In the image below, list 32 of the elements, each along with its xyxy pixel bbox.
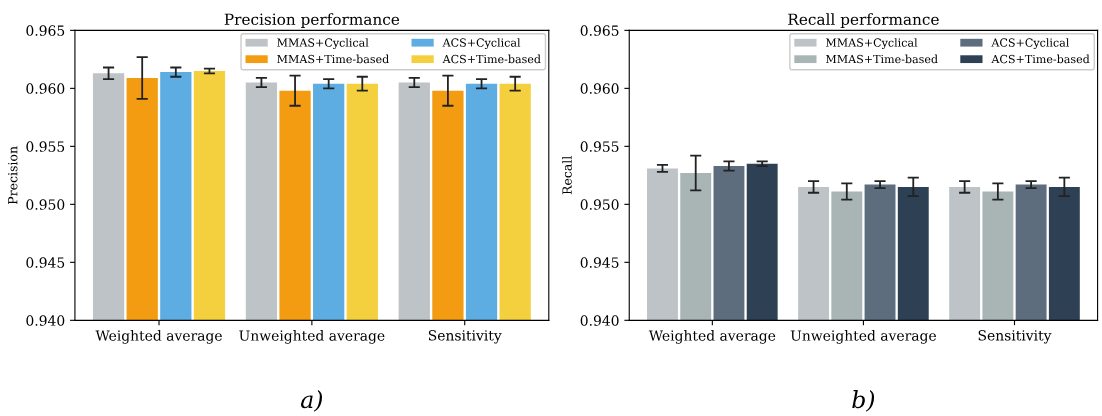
x-tick-label: Sensitivity (978, 330, 1052, 344)
y-tick-label: 0.960 (26, 83, 65, 94)
y-tick-label: 0.945 (26, 257, 65, 268)
legend-label: MMAS+Time-based (825, 54, 938, 64)
y-tick-label: 0.950 (26, 199, 65, 210)
legend-label: ACS+Time-based (991, 54, 1090, 64)
y-axis-title: Recall (562, 156, 572, 195)
y-tick-label: 0.965 (580, 25, 619, 36)
legend-label: ACS+Time-based (442, 54, 541, 64)
y-tick-label: 0.955 (580, 141, 619, 152)
x-tick-label: Weighted average (648, 330, 776, 344)
legend-label: MMAS+Cyclical (277, 38, 369, 50)
y-axis-title: Precision (8, 146, 18, 205)
legend-label: ACS+Cyclical (442, 38, 521, 50)
x-tick-label: Unweighted average (239, 330, 385, 344)
text: a) (301, 390, 323, 412)
y-tick-label: 0.940 (580, 315, 619, 326)
text: b) (852, 390, 875, 412)
x-tick-label: Unweighted average (790, 330, 936, 344)
y-tick-label: 0.960 (580, 83, 619, 94)
y-tick-label: 0.955 (26, 141, 65, 152)
y-tick-label: 0.950 (580, 199, 619, 210)
x-tick-label: Sensitivity (428, 330, 502, 344)
chart-title: Precision performance (224, 13, 400, 28)
legend-label: ACS+Cyclical (991, 38, 1070, 50)
y-tick-label: 0.940 (26, 315, 65, 326)
y-tick-label: 0.965 (26, 25, 65, 36)
legend-label: MMAS+Time-based (277, 54, 389, 64)
chart-title: Recall performance (788, 13, 939, 28)
y-tick-label: 0.945 (580, 257, 619, 268)
x-tick-label: Weighted average (95, 330, 222, 344)
legend-label: MMAS+Cyclical (825, 38, 918, 50)
